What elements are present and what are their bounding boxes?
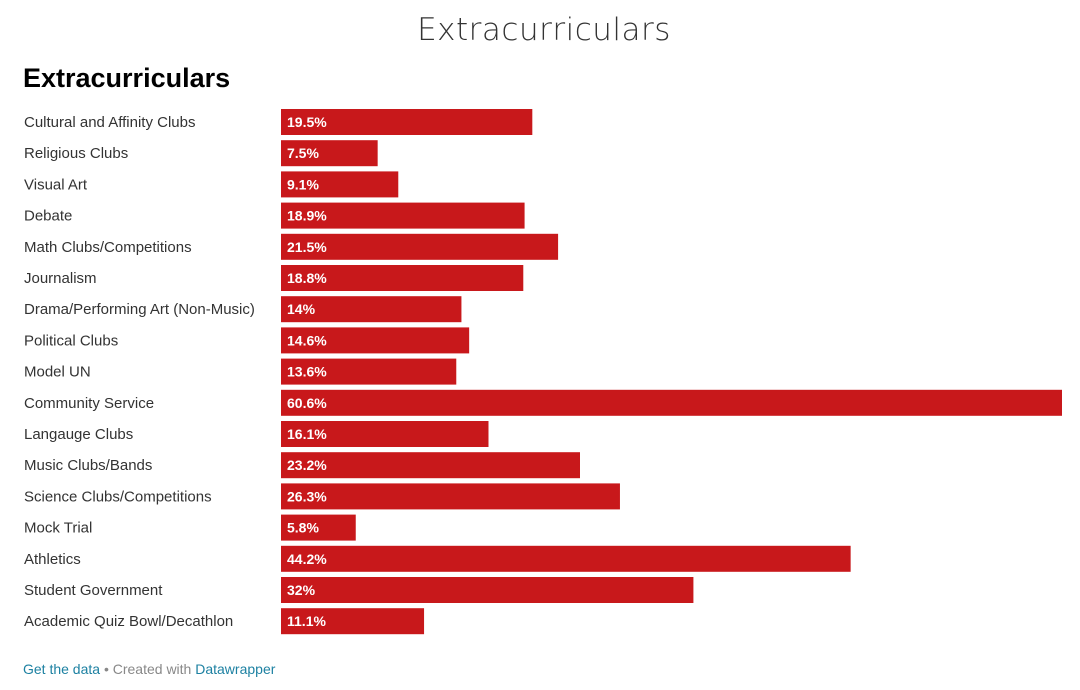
category-label: Religious Clubs <box>24 145 128 162</box>
bar[interactable] <box>281 421 489 447</box>
bar[interactable] <box>281 514 356 541</box>
page-title: Extracurriculars <box>417 12 671 48</box>
value-label: 16.1% <box>287 426 327 442</box>
value-label: 14.6% <box>287 332 327 348</box>
value-label: 18.9% <box>287 208 327 224</box>
category-label: Political Clubs <box>24 332 118 349</box>
category-label: Mock Trial <box>24 520 92 537</box>
category-label: Academic Quiz Bowl/Decathlon <box>24 613 233 630</box>
value-label: 23.2% <box>287 457 327 473</box>
bar[interactable] <box>281 545 851 572</box>
category-label: Journalism <box>24 270 97 287</box>
value-label: 11.1% <box>287 613 326 629</box>
bar[interactable] <box>281 171 399 198</box>
value-label: 32% <box>287 582 316 598</box>
value-label: 14% <box>287 301 316 317</box>
value-label: 7.5% <box>287 145 319 161</box>
bar[interactable] <box>281 233 559 260</box>
value-label: 19.5% <box>287 114 327 130</box>
bar[interactable] <box>281 109 533 135</box>
value-label: 13.6% <box>287 364 327 380</box>
bar[interactable] <box>281 608 425 635</box>
value-label: 21.5% <box>287 239 327 255</box>
value-label: 44.2% <box>287 551 327 567</box>
get-the-data-link[interactable]: Get the data <box>23 661 101 677</box>
bar[interactable] <box>281 296 462 323</box>
bar[interactable] <box>281 389 1062 416</box>
bar[interactable] <box>281 265 524 291</box>
bar[interactable] <box>281 327 470 354</box>
chart-title: Extracurriculars <box>23 63 231 93</box>
category-label: Drama/Performing Art (Non-Music) <box>24 301 255 318</box>
category-label: Visual Art <box>24 176 88 193</box>
value-label: 60.6% <box>287 395 327 411</box>
category-label: Music Clubs/Bands <box>24 457 152 474</box>
bar[interactable] <box>281 452 580 479</box>
bar[interactable] <box>281 358 457 385</box>
category-label: Langauge Clubs <box>24 426 133 443</box>
bar[interactable] <box>281 483 620 510</box>
category-label: Athletics <box>24 551 81 568</box>
category-label: Student Government <box>24 582 163 599</box>
category-label: Cultural and Affinity Clubs <box>24 114 195 131</box>
value-label: 5.8% <box>287 520 319 536</box>
value-label: 9.1% <box>287 176 319 192</box>
category-label: Community Service <box>24 395 154 412</box>
category-label: Model UN <box>24 364 91 381</box>
chart-footer: Get the data • Created with Datawrapper <box>23 661 275 677</box>
datawrapper-link[interactable]: Datawrapper <box>195 661 276 677</box>
bar[interactable] <box>281 140 378 167</box>
category-label: Debate <box>24 208 72 225</box>
footer-separator: • Created with <box>100 661 196 677</box>
category-label: Math Clubs/Competitions <box>24 239 192 256</box>
value-label: 18.8% <box>287 270 327 286</box>
bar[interactable] <box>281 202 525 229</box>
bar[interactable] <box>281 577 694 603</box>
category-label: Science Clubs/Competitions <box>24 488 212 505</box>
value-label: 26.3% <box>287 488 327 504</box>
